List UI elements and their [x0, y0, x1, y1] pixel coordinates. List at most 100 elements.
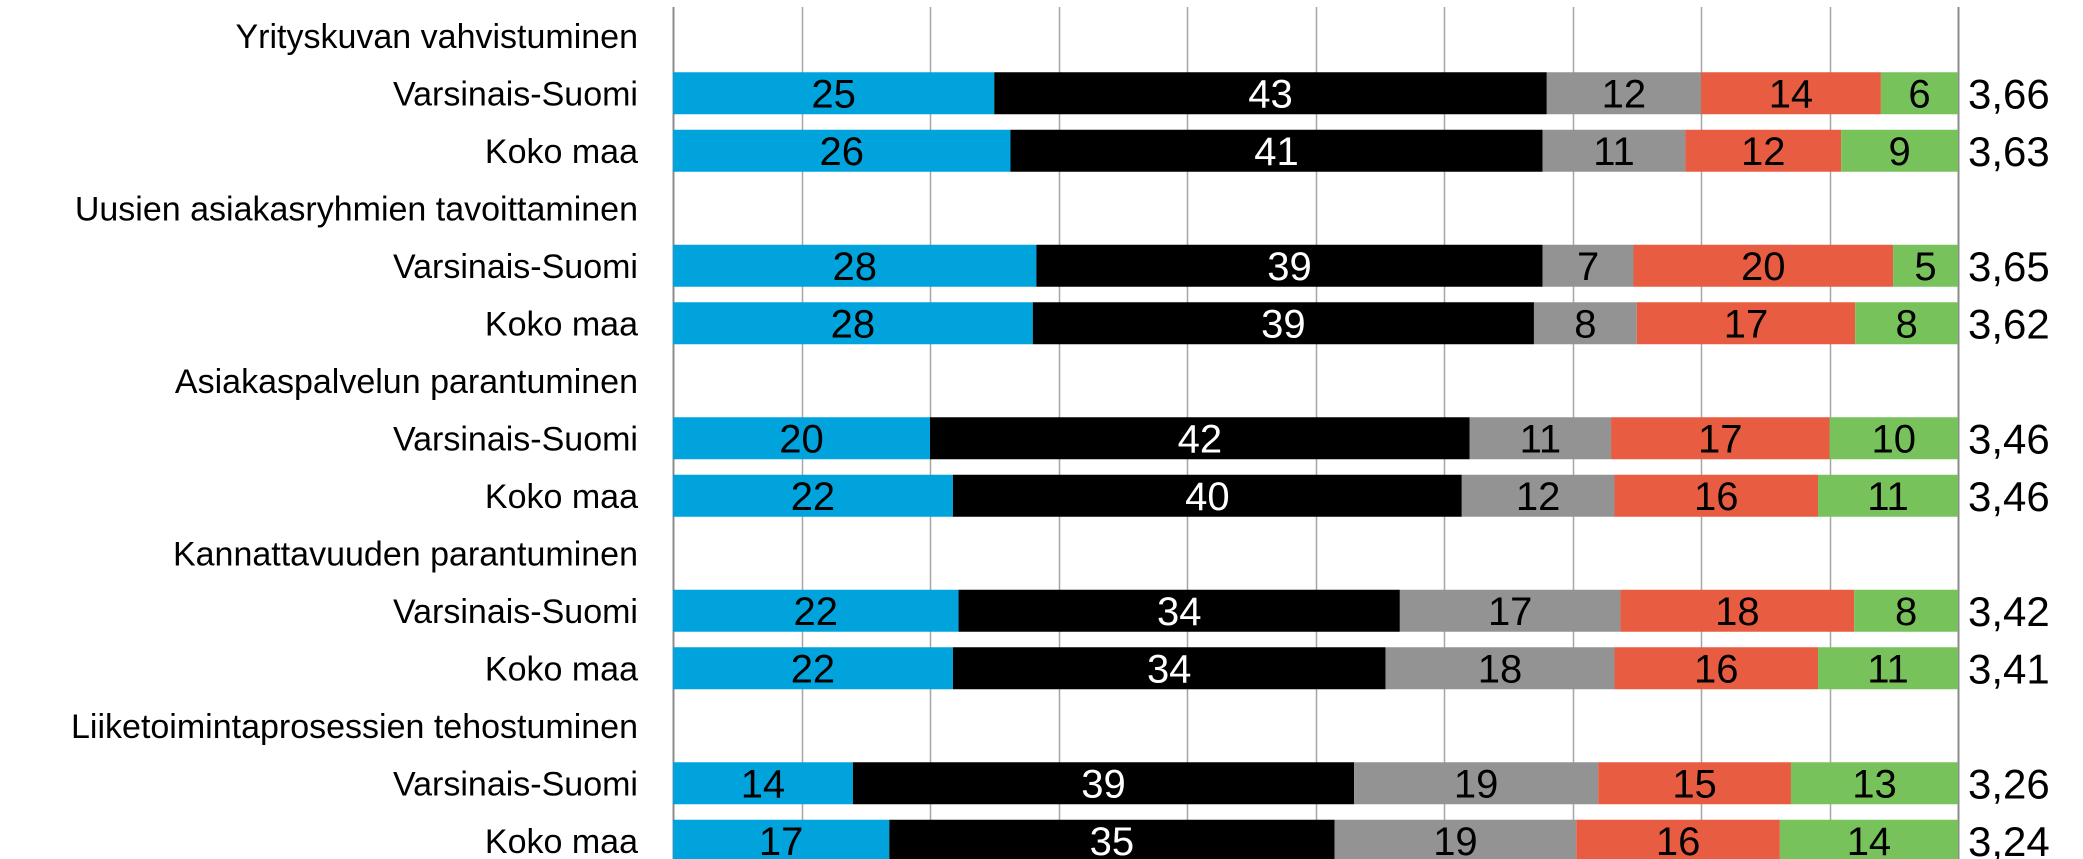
bar-segment: [1790, 762, 1958, 805]
bar-segment: [673, 129, 1011, 172]
bar-segment: [1880, 72, 1958, 115]
data-label: 19: [1454, 762, 1499, 806]
bar-segment: [952, 474, 1462, 517]
bar-segment: [1893, 244, 1958, 287]
average-label: 3,65: [1968, 243, 2050, 290]
average-label: 3,63: [1968, 128, 2050, 175]
data-label: 39: [1267, 245, 1312, 289]
bar-segment: [1614, 474, 1819, 517]
average-values: 3,66 3,63 3,65 3,62 3,46 3,46 3,42 3,41 3,26 3,24: [1968, 70, 2050, 859]
bar-segment: [1399, 589, 1621, 632]
bar-segment: [852, 762, 1355, 805]
bar-segment: [1829, 417, 1958, 460]
group-title: Asiakaspalvelun parantuminen: [175, 363, 638, 401]
bar-segment: [673, 244, 1037, 287]
bar-segment: [1636, 302, 1856, 345]
data-label: 8: [1895, 302, 1917, 346]
bar-segment: [1685, 129, 1842, 172]
bar-segment: [1542, 244, 1634, 287]
data-label: 39: [1081, 762, 1126, 806]
data-label: 16: [1694, 647, 1739, 691]
data-label: 16: [1694, 475, 1739, 519]
data-label: 43: [1248, 72, 1293, 116]
bar-segment: [1385, 647, 1615, 690]
data-label: 12: [1602, 72, 1647, 116]
data-label: 13: [1852, 762, 1897, 806]
data-label: 34: [1147, 647, 1192, 691]
bar-segment: [1818, 647, 1958, 690]
bar-segment: [1576, 819, 1780, 859]
data-label: 22: [791, 475, 836, 519]
data-label: 18: [1478, 647, 1523, 691]
bar-segment: [1620, 589, 1855, 632]
bar-segment: [1779, 819, 1958, 859]
row-label: Koko maa: [485, 823, 638, 859]
data-label: 28: [832, 245, 877, 289]
bar-segment: [1010, 129, 1543, 172]
bar-segment: [1854, 589, 1958, 632]
data-label: 39: [1261, 302, 1306, 346]
row-label: Koko maa: [485, 478, 638, 516]
bar-segment: [1818, 474, 1958, 517]
group-title: Yrityskuvan vahvistuminen: [235, 18, 638, 56]
data-label: 18: [1715, 590, 1760, 634]
data-label: 8: [1574, 302, 1596, 346]
bar-segment: [1841, 129, 1958, 172]
data-label: 19: [1433, 820, 1478, 859]
bar-segment: [673, 417, 930, 460]
group-title: Kannattavuuden parantuminen: [173, 535, 638, 573]
average-label: 3,24: [1968, 818, 2050, 859]
bar-segment: [1611, 417, 1830, 460]
data-label: 11: [1867, 647, 1909, 691]
group-title: Liiketoimintaprosessien tehostuminen: [71, 708, 638, 746]
data-label: 5: [1914, 245, 1936, 289]
bar-segment: [1633, 244, 1894, 287]
category-labels: Yrityskuvan vahvistuminen Varsinais-Suomi…: [71, 18, 638, 859]
bar-segment: [889, 819, 1335, 859]
data-label: 6: [1908, 72, 1930, 116]
data-label: 17: [1724, 302, 1769, 346]
bar-segment: [1036, 244, 1543, 287]
bar-segment: [1598, 762, 1791, 805]
bar-segment: [673, 589, 959, 632]
data-label: 17: [1698, 417, 1743, 461]
bar-segment: [673, 819, 890, 859]
bar-segment: [1546, 72, 1701, 115]
data-label: 11: [1520, 417, 1562, 461]
row-label: Varsinais-Suomi: [393, 420, 638, 458]
bar-segment: [930, 417, 1470, 460]
average-label: 3,62: [1968, 300, 2050, 347]
data-label: 14: [741, 762, 786, 806]
data-label: 42: [1178, 417, 1223, 461]
data-label: 7: [1577, 245, 1599, 289]
data-label: 14: [1847, 820, 1892, 859]
bar-segment: [1614, 647, 1819, 690]
bar-segment: [958, 589, 1400, 632]
row-label: Varsinais-Suomi: [393, 593, 638, 631]
bar-segment: [1469, 417, 1612, 460]
data-label: 28: [831, 302, 876, 346]
bar-segment: [1354, 762, 1599, 805]
bar-segment: [1701, 72, 1881, 115]
data-label: 12: [1516, 475, 1561, 519]
data-label: 35: [1090, 820, 1135, 859]
bar-segment: [1461, 474, 1615, 517]
bar-segment: [673, 72, 995, 115]
average-label: 3,46: [1968, 415, 2050, 462]
row-label: Koko maa: [485, 650, 638, 688]
bar-segment: [1542, 129, 1686, 172]
data-label: 11: [1593, 130, 1635, 174]
data-label: 15: [1672, 762, 1717, 806]
data-label: 8: [1895, 590, 1917, 634]
data-label: 20: [779, 417, 824, 461]
data-label: 10: [1872, 417, 1917, 461]
average-label: 3,41: [1968, 645, 2050, 692]
data-label: 14: [1769, 72, 1814, 116]
data-label: 12: [1741, 130, 1786, 174]
data-label: 25: [811, 72, 856, 116]
bar-segment: [952, 647, 1386, 690]
data-label: 34: [1157, 590, 1202, 634]
bar-segment: [1334, 819, 1577, 859]
bar-segment: [994, 72, 1547, 115]
